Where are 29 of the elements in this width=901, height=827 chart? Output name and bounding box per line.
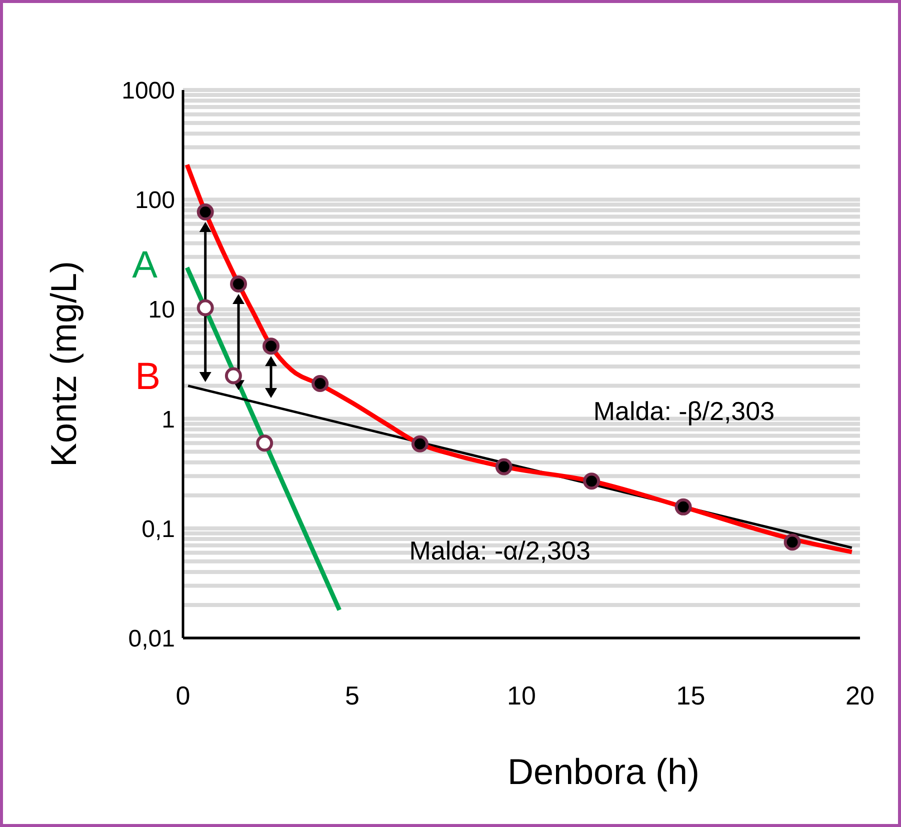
x-axis-title: Denbora (h) (507, 751, 700, 792)
y-tick-label: 1000 (122, 78, 175, 105)
x-tick-label: 0 (176, 680, 190, 710)
point (583, 472, 600, 490)
y-tick-label: 0,01 (128, 626, 175, 653)
y-tick-label: 1 (162, 406, 175, 434)
y-tick-label: 10 (148, 296, 175, 324)
point (224, 367, 242, 384)
point (256, 434, 274, 452)
point (674, 498, 692, 516)
text: A (132, 244, 158, 287)
x-tick-label: 5 (345, 680, 360, 710)
point (312, 374, 329, 392)
point (230, 275, 248, 292)
y-tick-label: 100 (134, 187, 175, 214)
annotation: Malda: -α/2,303 (409, 535, 590, 566)
x-tick-label: 15 (676, 680, 706, 710)
x-tick-label: 10 (507, 680, 536, 710)
y-tick-label: 0,1 (142, 516, 175, 543)
x-tick-label: 20 (846, 680, 874, 710)
point (196, 299, 214, 316)
y-axis-title: Kontz (mg/L) (42, 260, 84, 468)
annotation: Malda: -β/2,303 (593, 396, 775, 426)
point (196, 204, 214, 221)
point (262, 338, 280, 355)
point (784, 534, 801, 551)
point (411, 435, 428, 452)
point (495, 458, 512, 476)
text: B (135, 356, 160, 398)
